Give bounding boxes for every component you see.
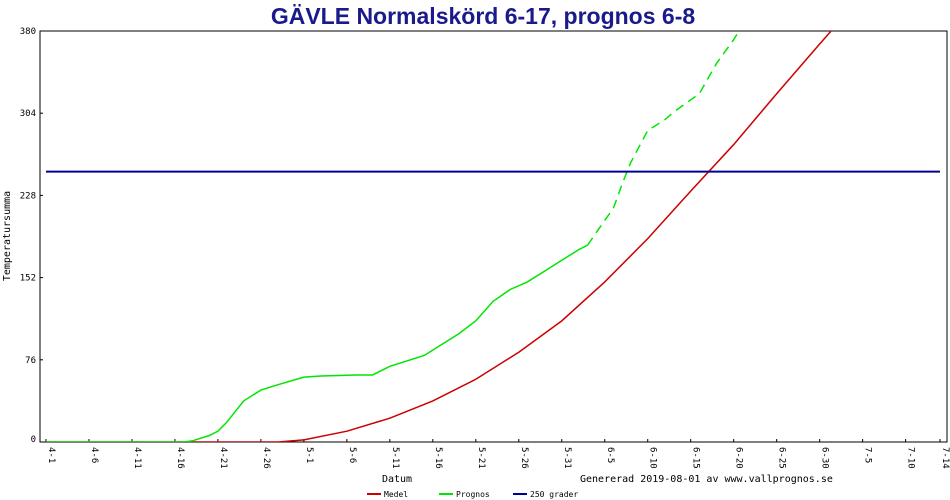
plot-area [39,30,948,443]
y-tick-label: 76 [25,356,36,366]
x-tick-label: 5-6 [347,447,357,463]
legend: Medel Prognos 250 grader [367,490,578,499]
x-tick-label: 7-10 [906,447,916,469]
x-tick-label: 5-1 [304,447,314,463]
legend-label-medel: Medel [384,490,408,499]
x-axis-label: Datum [382,474,412,485]
generated-note: Genererad 2019-08-01 av www.vallprognos.… [580,474,833,485]
legend-label-250-grader: 250 grader [530,490,578,499]
series-line-prognos-dashed [586,31,740,246]
y-tick-label: 380 [20,27,36,37]
x-axis: 4-1 4-6 4-11 4-16 4-21 4-26 5-1 5-6 5-11 5-16 5-21… [45,439,950,469]
series-line-prognos [46,244,588,442]
x-tick-label: 7-14 [940,447,950,469]
x-tick-label: 6-10 [648,447,658,469]
x-tick-label: 4-6 [89,447,99,463]
y-tick-label: 152 [20,274,36,284]
chart-title: GÄVLE Normalskörd 6-17, prognos 6-8 [271,3,696,29]
x-tick-label: 6-25 [777,447,787,469]
x-tick-label: 6-15 [691,447,701,469]
x-tick-label: 4-26 [261,447,271,469]
x-tick-label: 6-20 [734,447,744,469]
x-tick-label: 4-16 [175,447,185,469]
x-tick-label: 5-11 [390,447,400,469]
x-tick-label: 5-16 [433,447,443,469]
x-tick-label: 4-1 [46,447,56,463]
x-tick-label: 6-30 [820,447,830,469]
x-tick-label: 4-21 [218,447,228,469]
x-tick-label: 7-5 [863,447,873,463]
legend-label-prognos: Prognos [456,490,490,499]
x-tick-label: 4-11 [132,447,142,469]
series-lines [46,31,940,442]
series-line-medel [46,31,833,442]
y-axis-label: Temperatursumma [2,191,13,281]
y-tick-label: 228 [20,191,36,201]
y-tick-label: 304 [20,109,36,119]
y-axis: 0 76 152 228 304 380 [20,27,43,445]
y-tick-label: 0 [31,435,36,445]
x-tick-label: 5-21 [476,447,486,469]
x-tick-label: 5-31 [562,447,572,469]
x-tick-label: 5-26 [519,447,529,469]
x-tick-label: 6-5 [605,447,615,463]
